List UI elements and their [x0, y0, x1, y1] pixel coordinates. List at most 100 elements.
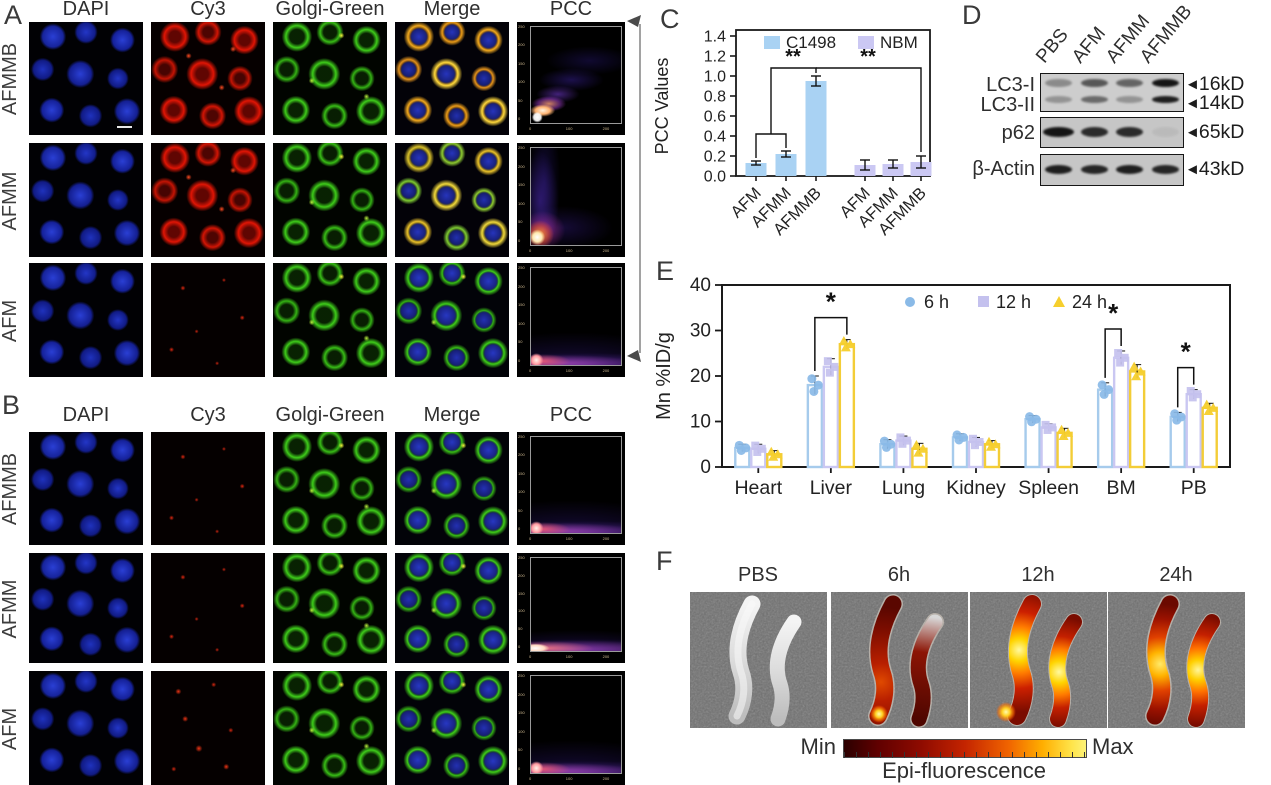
chart-e-ytick: 30: [690, 321, 711, 342]
pcc-x-tick: 0: [529, 536, 532, 541]
pcc-scatter-area: [530, 557, 622, 652]
marker-arrow-icon: ◄: [1185, 124, 1200, 141]
panel-b-row-label-afm: AFM: [0, 707, 21, 751]
pcc-y-tick: 50: [518, 97, 523, 103]
chart-c-sig-2: **: [860, 46, 876, 68]
chart-e-legend-6h: 6 h: [924, 292, 949, 312]
pcc-x-tick: 100: [565, 654, 573, 659]
chart-e-sig-BM: *: [1108, 298, 1119, 328]
micrograph-a-afmm-cy3: [151, 143, 265, 257]
pcc-y-tick: 0: [518, 526, 521, 531]
colorbar-ticks: [844, 752, 1086, 758]
micrograph-a-afmm-dapi: [29, 143, 143, 257]
pcc-y-tick: 50: [518, 507, 523, 513]
pcc-y-tick: 100: [518, 608, 525, 614]
blot-band-LC3-II-AFMM: [1116, 96, 1144, 103]
chart-e-xtick: PB: [1181, 477, 1207, 499]
pcc-y-tick: 200: [518, 452, 525, 458]
bone-image-pbs: [690, 592, 827, 728]
chart-e-xtick: Heart: [734, 477, 782, 499]
pcc-y-tick: 150: [518, 710, 525, 716]
blot-band-p62-AFMM: [1116, 127, 1144, 137]
pcc-span-arrow-icon: [627, 15, 641, 362]
pcc-plot-a-afm: 250 200 150 100 50 0 0 100 200: [517, 263, 625, 377]
pcc-x-tick: 200: [602, 776, 610, 781]
panel-b-label: B: [2, 390, 21, 420]
micrograph-b-afmmb-merge: [395, 432, 509, 545]
colorbar-max-label: Max: [1092, 734, 1134, 759]
micrograph-b-afmm-merge: [395, 553, 509, 663]
chart-c-ytick: 1.2: [704, 49, 726, 66]
pcc-y-tick: 50: [518, 339, 523, 345]
f-header-12h: 12h: [1021, 564, 1055, 586]
pcc-x-tick: 0: [529, 248, 532, 253]
panel-a-column-header-merge: Merge: [423, 0, 481, 20]
pcc-x-tick: 100: [565, 126, 573, 131]
pcc-y-tick: 250: [518, 265, 525, 270]
marker-arrow-icon: ◄: [1185, 161, 1200, 178]
chart-e-bar-6 h-Spleen: [1024, 418, 1041, 469]
panel-b-column-header-pcc: PCC: [549, 404, 593, 426]
chart-e-sig-PB: *: [1181, 337, 1192, 367]
pcc-y-tick: 250: [518, 145, 525, 150]
chart-c-ytick: 0.2: [704, 149, 726, 166]
pcc-x-tick: 0: [529, 654, 532, 659]
pcc-plot-b-afmm: 250 200 150 100 50 0 0 100 200: [517, 553, 625, 663]
pcc-x-tick: 100: [565, 776, 573, 781]
chart-c-bar-C1498-AFM: [745, 163, 767, 176]
blot-marker-16kd: ◄16kD: [1185, 73, 1245, 95]
blot-band-β-Actin-AFMMB: [1151, 165, 1179, 174]
chart-c-legend-nbm: NBM: [880, 33, 918, 52]
bone-image-24h: [1108, 592, 1245, 728]
micrograph-b-afmm-dapi: [29, 553, 143, 663]
pcc-y-tick: 50: [518, 747, 523, 753]
blot-marker-65kd: ◄65kD: [1185, 121, 1245, 143]
pcc-y-tick: 50: [518, 219, 523, 225]
micrograph-a-afmmb-cy3: [151, 22, 265, 135]
pcc-scatter-area: [530, 267, 622, 366]
marker-arrow-icon: ◄: [1185, 95, 1200, 112]
pcc-y-tick: 250: [518, 555, 525, 560]
pcc-x-tick: 200: [602, 536, 610, 541]
pcc-y-tick: 0: [518, 238, 521, 243]
f-header-24h: 24h: [1159, 564, 1193, 586]
chart-e-xtick: Liver: [810, 477, 853, 499]
panel-a-column-header-dapi: DAPI: [62, 0, 110, 20]
panel-a-row-label-afmm: AFMM: [0, 171, 21, 231]
micrograph-b-afm-merge: [395, 671, 509, 785]
chart-c-bar-NBM-AFMMB: [910, 162, 932, 176]
chart-c-bar-C1498-AFMM: [775, 154, 797, 176]
pcc-scatter-area: [530, 26, 622, 124]
blot-band-LC3-I-AFMM: [1116, 79, 1144, 87]
pcc-y-tick: 50: [518, 626, 523, 632]
panel-b-row-label-afmmb: AFMMB: [0, 452, 21, 526]
panel-a-column-header-golgi: Golgi-Green: [275, 0, 385, 20]
pcc-y-tick: 150: [518, 182, 525, 188]
panel-b-column-header-dapi: DAPI: [62, 404, 110, 426]
panel-a-row-label-afm: AFM: [0, 299, 21, 343]
chart-e-bar-12 h-PB: [1185, 392, 1202, 469]
pcc-scatter-area: [530, 147, 622, 246]
micrograph-a-afm-dapi: [29, 263, 143, 377]
pcc-y-tick: 150: [518, 590, 525, 596]
micrograph-a-afmmb-merge: [395, 22, 509, 135]
panel-c-label: C: [660, 4, 680, 34]
micrograph-a-afm-cy3: [151, 263, 265, 377]
pcc-x-tick: 0: [529, 126, 532, 131]
blot-band-LC3-II-AFM: [1080, 96, 1108, 103]
panel-d-label: D: [962, 0, 982, 30]
chart-c-ytick: 0.4: [704, 129, 726, 146]
blot-box-p62: [1040, 117, 1184, 148]
pcc-scatter-area: [530, 675, 622, 774]
blot-band-p62-PBS: [1043, 127, 1075, 137]
f-header-6h: 6h: [887, 564, 911, 586]
chart-e-bar-12 h-Liver: [822, 365, 840, 469]
chart-e-ytick: 20: [690, 366, 711, 387]
chart-e-bar-24 h-Liver: [838, 342, 856, 469]
blot-band-LC3-II-PBS: [1045, 96, 1073, 103]
micrograph-b-afmm-golgi-green: [273, 553, 387, 663]
pcc-y-tick: 0: [518, 766, 521, 771]
micrograph-b-afmmb-cy3: [151, 432, 265, 545]
blot-band-p62-AFM: [1080, 127, 1108, 137]
